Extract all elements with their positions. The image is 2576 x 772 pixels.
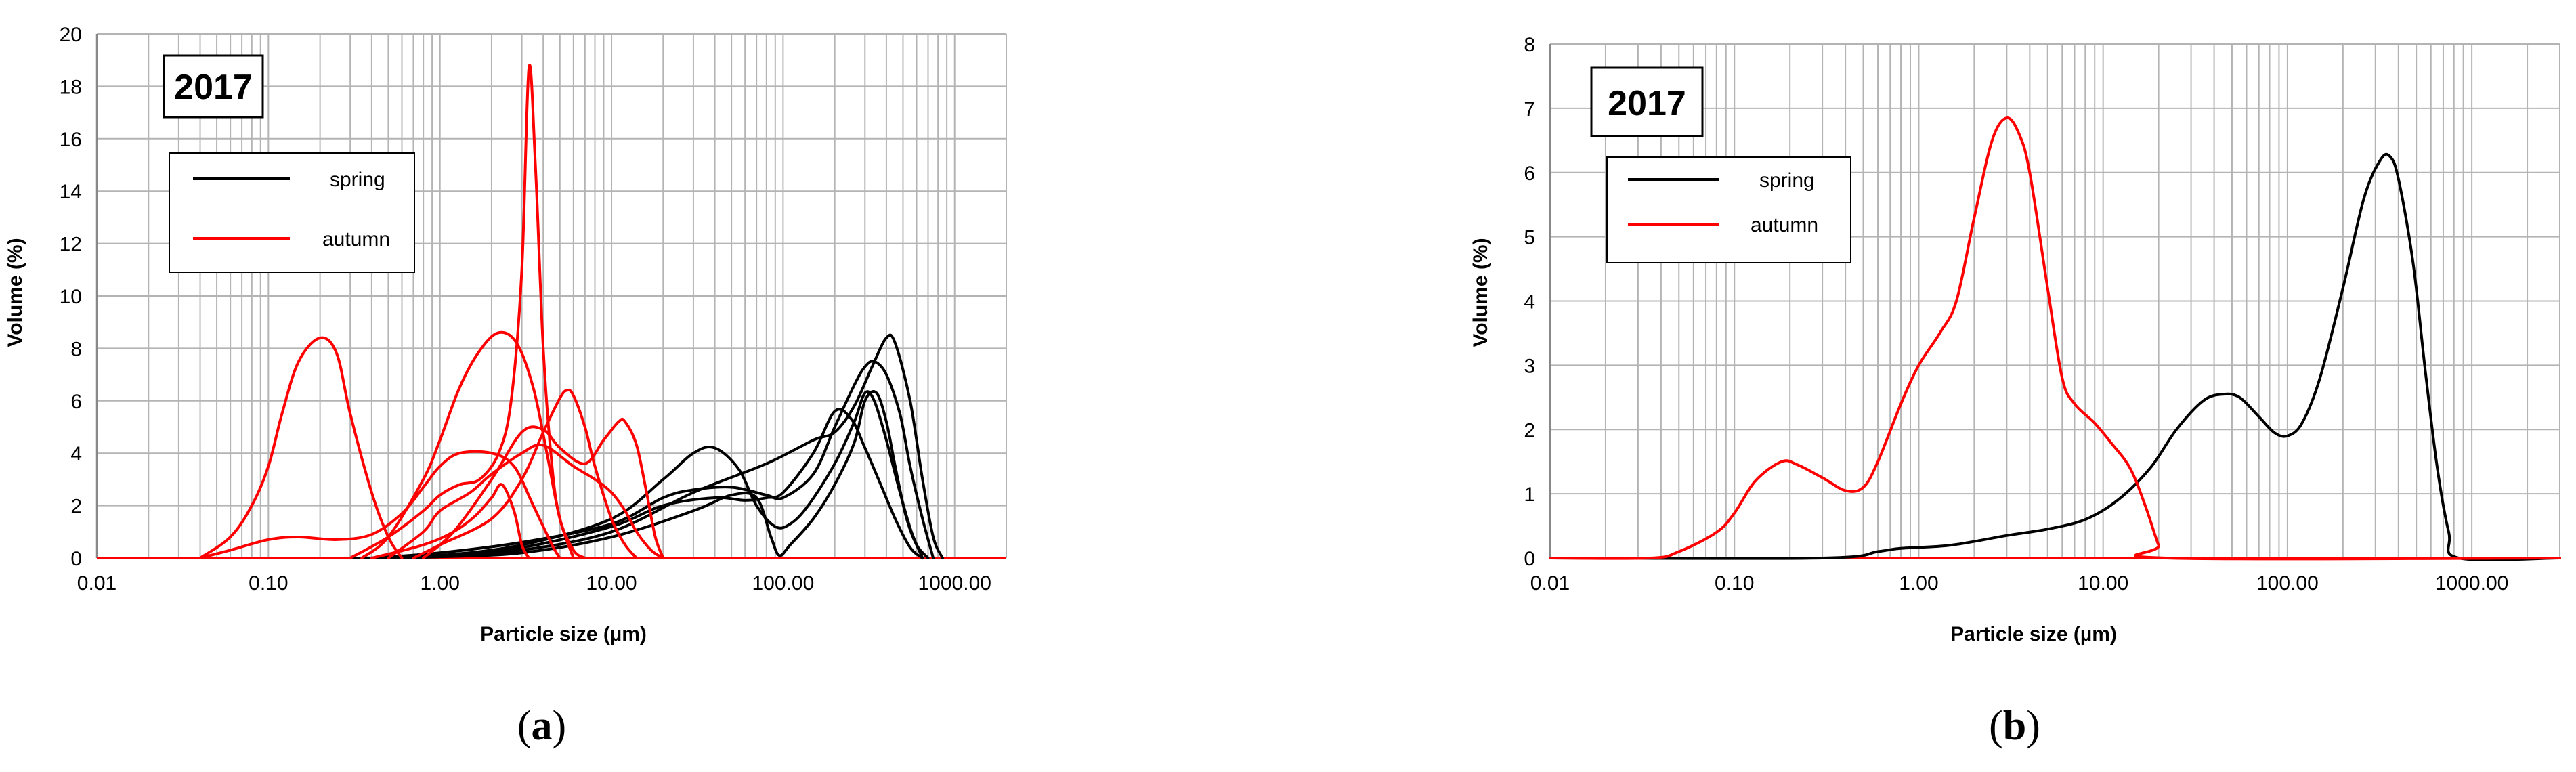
x-tick-label: 1000.00 (2435, 572, 2508, 595)
y-tick-label: 4 (70, 443, 82, 465)
x-tick-label: 0.01 (77, 572, 116, 595)
chart-a-panel-label: (a) (517, 703, 566, 749)
y-tick-label: 0 (1524, 548, 1535, 570)
y-tick-label: 6 (70, 391, 82, 413)
y-tick-label: 7 (1524, 98, 1535, 121)
series-line-autumn-10 (370, 483, 531, 559)
chart-a: 0 2 4 6 8 10 12 14 16 18 20 0.01 0.10 1.00 10.00 100.0… (4, 24, 1007, 749)
y-tick-label: 12 (60, 234, 82, 256)
series-line-autumn-11 (387, 443, 665, 559)
series-line-spring-1 (1549, 152, 2561, 561)
y-tick-label: 8 (70, 338, 82, 360)
chart-b-year-label: 2017 (1608, 84, 1686, 123)
y-tick-label: 20 (60, 24, 82, 46)
chart-b-x-axis-label: Particle size (µm) (1950, 623, 2117, 645)
chart-b-legend-spring-label: spring (1759, 169, 1815, 192)
x-tick-label: 1000.00 (918, 572, 991, 595)
x-tick-label: 0.01 (1530, 572, 1570, 595)
chart-b: 0 1 2 3 4 5 6 7 8 0.01 0.10 1.00 10.00 100.00 1000.00… (1469, 34, 2561, 749)
x-tick-label: 0.10 (1715, 572, 1754, 595)
series-line-autumn-9 (349, 64, 586, 559)
x-tick-label: 10.00 (2078, 572, 2128, 595)
y-tick-label: 3 (1524, 355, 1535, 377)
y-tick-label: 1 (1524, 484, 1535, 506)
chart-a-series (97, 64, 1006, 559)
y-tick-label: 10 (60, 286, 82, 308)
x-tick-label: 1.00 (1899, 572, 1938, 595)
chart-b-x-ticks: 0.01 0.10 1.00 10.00 100.00 1000.00 (1530, 572, 2509, 595)
x-tick-label: 10.00 (586, 572, 637, 595)
x-tick-label: 100.00 (752, 572, 815, 595)
y-tick-label: 2 (70, 496, 82, 518)
y-tick-label: 0 (70, 548, 82, 570)
x-tick-label: 100.00 (2256, 572, 2319, 595)
y-tick-label: 5 (1524, 227, 1535, 249)
x-tick-label: 0.10 (249, 572, 288, 595)
chart-a-panel-letter: a (532, 703, 553, 749)
chart-a-grid (95, 33, 1007, 559)
chart-a-legend-autumn-label: autumn (322, 228, 390, 251)
series-line-autumn-12 (412, 388, 639, 559)
chart-b-year-box (1590, 66, 1704, 137)
chart-b-panel-label: (b) (1989, 703, 2040, 749)
y-tick-label: 4 (1524, 291, 1535, 314)
y-tick-label: 14 (60, 181, 82, 203)
chart-b-legend: spring autumn (1606, 156, 1851, 263)
chart-a-x-ticks: 0.01 0.10 1.00 10.00 100.00 1000.00 (77, 572, 991, 595)
chart-b-y-axis-label: Volume (%) (1469, 238, 1492, 347)
chart-b-panel-letter: b (2003, 703, 2026, 749)
y-tick-label: 8 (1524, 34, 1535, 56)
series-line-autumn-2 (1549, 116, 2561, 561)
chart-a-legend: spring autumn (169, 152, 415, 273)
series-line-autumn-7 (198, 450, 561, 559)
series-line-spring-4 (370, 408, 924, 559)
chart-a-y-axis-label: Volume (%) (4, 238, 26, 347)
chart-a-y-ticks: 0 2 4 6 8 10 12 14 16 18 20 (60, 24, 82, 570)
y-tick-label: 16 (60, 129, 82, 151)
y-tick-label: 6 (1524, 163, 1535, 185)
chart-b-legend-autumn-label: autumn (1751, 214, 1818, 236)
chart-a-legend-spring-label: spring (330, 169, 385, 191)
chart-b-series (1549, 116, 2561, 561)
series-line-autumn-6 (198, 336, 404, 559)
y-tick-label: 18 (60, 76, 82, 98)
chart-b-y-ticks: 0 1 2 3 4 5 6 7 8 (1524, 34, 1535, 570)
chart-a-year-label: 2017 (174, 68, 253, 107)
y-tick-label: 2 (1524, 419, 1535, 442)
series-line-spring-3 (370, 390, 924, 559)
series-line-autumn-13 (422, 417, 665, 559)
chart-a-x-axis-label: Particle size (µm) (480, 623, 647, 645)
x-tick-label: 1.00 (420, 572, 459, 595)
series-line-autumn-8 (360, 330, 575, 559)
series-line-spring-5 (370, 390, 930, 559)
chart-a-year-box (163, 54, 264, 119)
